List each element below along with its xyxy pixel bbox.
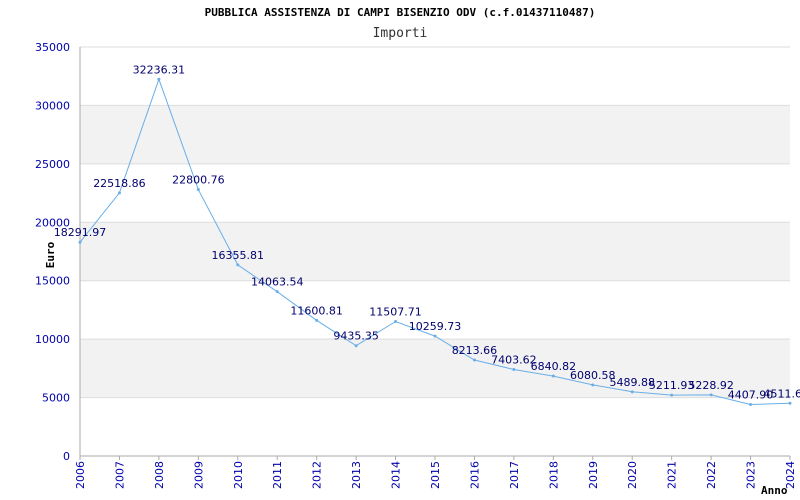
y-tick-label: 30000 (35, 99, 70, 112)
x-tick-label: 2018 (547, 461, 560, 489)
x-tick-label: 2023 (745, 461, 758, 489)
data-point (354, 344, 358, 348)
data-point (749, 402, 753, 406)
data-label: 4511.6 (764, 387, 800, 400)
data-point (709, 393, 713, 397)
y-tick-label: 10000 (35, 333, 70, 346)
x-tick-label: 2019 (587, 461, 600, 489)
data-point (315, 318, 319, 322)
data-label: 8213.66 (452, 344, 498, 357)
x-tick-label: 2015 (429, 461, 442, 489)
x-tick-label: 2010 (232, 461, 245, 489)
x-tick-label: 2009 (192, 461, 205, 489)
data-labels: 18291.97 22518.86 32236.31 22800.76 16355.81… (54, 63, 800, 401)
data-label: 6080.58 (570, 369, 616, 382)
x-tick-label: 2014 (390, 461, 403, 489)
x-axis-label: Anno (761, 484, 788, 497)
y-tick-label: 15000 (35, 275, 70, 288)
data-point (512, 367, 516, 371)
data-point (196, 188, 200, 192)
x-tick-label: 2024 (784, 461, 797, 489)
data-label: 5489.88 (609, 376, 655, 389)
data-point (788, 401, 792, 405)
data-point (275, 290, 279, 294)
data-point (117, 191, 121, 195)
data-point (472, 358, 476, 362)
data-point (433, 334, 437, 338)
axes (79, 47, 791, 460)
data-point (630, 390, 634, 394)
x-tick-label: 2013 (350, 461, 363, 489)
x-tick-label: 2008 (153, 461, 166, 489)
data-point (78, 240, 82, 244)
y-tick-label: 25000 (35, 158, 70, 171)
data-point (591, 383, 595, 387)
data-label: 18291.97 (54, 226, 107, 239)
data-label: 9435.35 (333, 330, 379, 343)
data-label: 11600.81 (290, 304, 343, 317)
data-point (670, 393, 674, 397)
data-label: 32236.31 (133, 63, 186, 76)
x-tick-label: 2022 (705, 461, 718, 489)
y-tick-label: 0 (63, 450, 70, 463)
y-tick-label: 35000 (35, 41, 70, 54)
series-group (78, 77, 792, 406)
x-tick-label: 2011 (271, 461, 284, 489)
x-tick-label: 2016 (468, 461, 481, 489)
data-label: 4407.90 (728, 388, 774, 401)
x-tick-label: 2017 (508, 461, 521, 489)
background-band (80, 222, 790, 281)
background-band (80, 339, 790, 398)
data-label: 14063.54 (251, 276, 304, 289)
data-point (157, 77, 161, 81)
data-label: 6840.82 (531, 360, 577, 373)
chart-title: PUBBLICA ASSISTENZA DI CAMPI BISENZIO OD… (205, 6, 596, 19)
data-label: 7403.62 (491, 353, 537, 366)
background-band (80, 105, 790, 164)
grid-lines (80, 46, 790, 457)
x-tick-label: 2006 (74, 461, 87, 489)
y-tick-labels: 0 5000 10000 15000 20000 25000 30000 35000 (35, 41, 70, 463)
x-tick-labels: 2006 2007 2008 2009 2010 2011 2012 2013 2014 2015… (74, 461, 797, 489)
y-axis-label: Euro (44, 241, 57, 268)
y-tick-label: 5000 (42, 392, 70, 405)
data-label: 16355.81 (212, 249, 265, 262)
chart-subtitle: Importi (373, 26, 428, 41)
background-bands (80, 105, 790, 398)
x-tick-label: 2021 (666, 461, 679, 489)
data-point (551, 374, 555, 378)
x-tick-label: 2012 (311, 461, 324, 489)
data-point (394, 320, 398, 324)
x-tick-label: 2007 (113, 461, 126, 489)
x-tick-label: 2020 (626, 461, 639, 489)
data-label: 10259.73 (409, 320, 462, 333)
data-label: 22800.76 (172, 174, 225, 187)
y-tick-label: 20000 (35, 216, 70, 229)
data-label: 5211.93 (649, 379, 695, 392)
data-label: 22518.86 (93, 177, 146, 190)
data-point (236, 263, 240, 267)
data-label: 5228.92 (688, 379, 734, 392)
data-label: 11507.71 (369, 306, 422, 319)
